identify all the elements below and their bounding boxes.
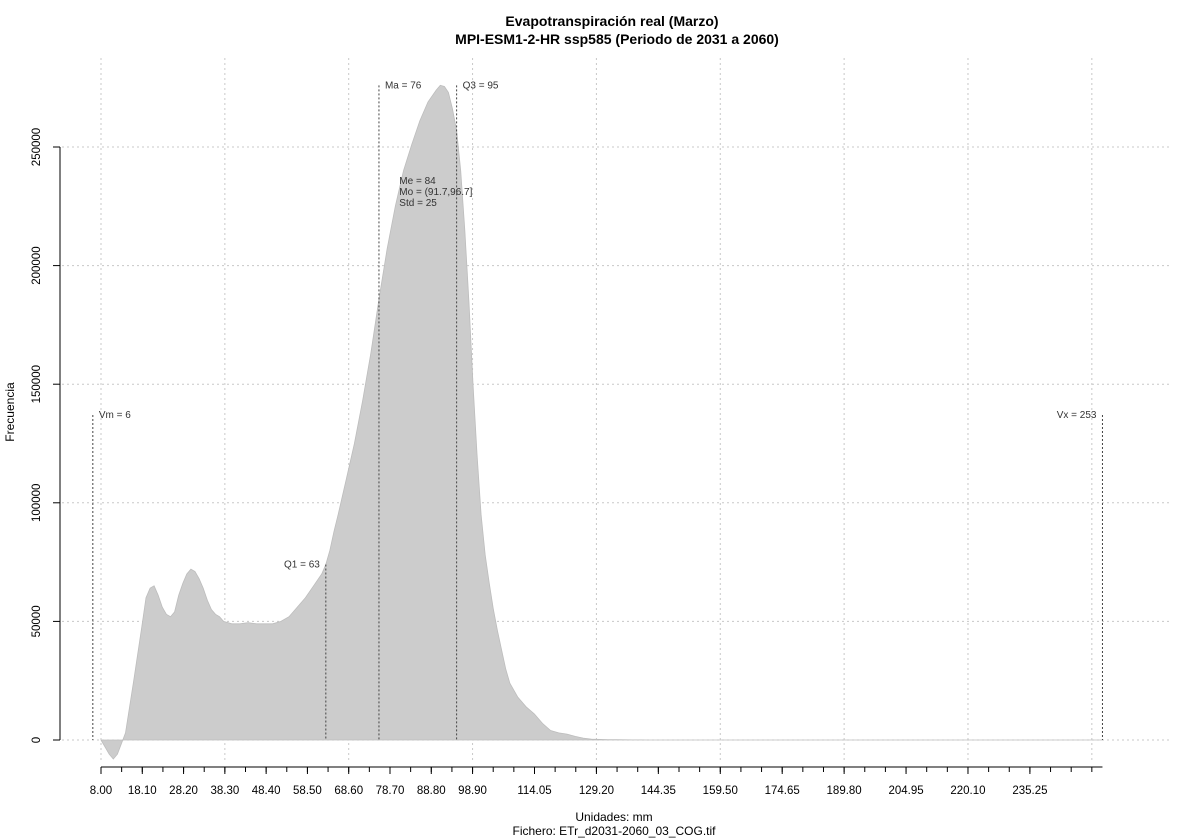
- density-area: [100, 84, 1103, 760]
- x-axis-title: Unidades: mm: [575, 810, 652, 824]
- x-tick-label: 129.20: [579, 785, 614, 797]
- x-tick-label: 144.35: [641, 785, 676, 797]
- x-tick-label: 58.50: [293, 785, 322, 797]
- stats-label: Mo = (91.7,96.7]: [399, 187, 472, 198]
- x-tick-label: 159.50: [703, 785, 738, 797]
- y-tick-label: 150000: [31, 365, 43, 403]
- chart-title: Evapotranspiración real (Marzo): [505, 13, 718, 29]
- stats-label: Std = 25: [399, 198, 437, 209]
- x-tick-label: 189.80: [827, 785, 862, 797]
- x-tick-label: 78.70: [376, 785, 405, 797]
- x-tick-label: 235.25: [1012, 785, 1047, 797]
- axes: 8.00 18.10 28.20 38.30 48.40 58.50 68.60 78.70 8…: [31, 128, 1103, 797]
- y-tick-label: 200000: [31, 246, 43, 284]
- chart-subtitle: MPI-ESM1-2-HR ssp585 (Periodo de 2031 a …: [455, 31, 779, 47]
- y-tick-label: 50000: [31, 605, 43, 637]
- x-tick-label: 88.80: [417, 785, 446, 797]
- x-tick-label: 68.60: [334, 785, 363, 797]
- marker-label-vx: Vx = 253: [1057, 410, 1097, 421]
- y-tick-label: 100000: [31, 484, 43, 522]
- file-name-footer: Fichero: ETr_d2031-2060_03_COG.tif: [513, 824, 717, 838]
- marker-label-q3: Q3 = 95: [463, 80, 499, 91]
- x-tick-label: 8.00: [90, 785, 112, 797]
- stats-label: Me = 84: [399, 176, 436, 187]
- x-tick-label: 174.65: [765, 785, 800, 797]
- y-tick-label: 0: [31, 737, 43, 743]
- x-tick-label: 18.10: [128, 785, 157, 797]
- y-axis-title: Frecuencia: [3, 382, 17, 442]
- x-tick-label: 48.40: [252, 785, 281, 797]
- statistic-markers: Vm = 6 Q1 = 63 Ma = 76 Q3 = 95 Vx = 253 Me = …: [92, 80, 1103, 740]
- x-tick-label: 98.90: [458, 785, 487, 797]
- grid-lines: [62, 58, 1170, 760]
- x-tick-label: 28.20: [169, 785, 198, 797]
- marker-label-vm: Vm = 6: [99, 410, 131, 421]
- x-tick-label: 38.30: [210, 785, 239, 797]
- x-tick-label: 204.95: [888, 785, 923, 797]
- y-tick-label: 250000: [31, 128, 43, 166]
- marker-label-ma: Ma = 76: [385, 80, 422, 91]
- x-tick-label: 114.05: [517, 785, 551, 797]
- marker-label-q1: Q1 = 63: [284, 559, 320, 570]
- x-tick-label: 220.10: [950, 785, 985, 797]
